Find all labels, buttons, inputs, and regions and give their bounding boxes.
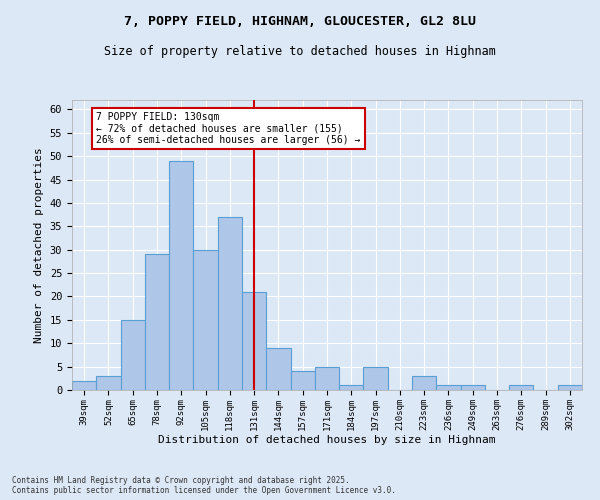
Bar [558, 386, 582, 390]
Bar [290, 372, 315, 390]
Bar [266, 348, 290, 390]
Bar [218, 217, 242, 390]
Text: 7, POPPY FIELD, HIGHNAM, GLOUCESTER, GL2 8LU: 7, POPPY FIELD, HIGHNAM, GLOUCESTER, GL2… [124, 15, 476, 28]
Bar [145, 254, 169, 390]
Bar [121, 320, 145, 390]
Y-axis label: Number of detached properties: Number of detached properties [34, 147, 44, 343]
Bar [169, 161, 193, 390]
Bar [315, 366, 339, 390]
Bar [193, 250, 218, 390]
Bar [412, 376, 436, 390]
Text: Contains HM Land Registry data © Crown copyright and database right 2025.
Contai: Contains HM Land Registry data © Crown c… [12, 476, 396, 495]
Bar [242, 292, 266, 390]
Bar [72, 380, 96, 390]
Bar [96, 376, 121, 390]
Bar [339, 386, 364, 390]
X-axis label: Distribution of detached houses by size in Highnam: Distribution of detached houses by size … [158, 436, 496, 446]
Text: 7 POPPY FIELD: 130sqm
← 72% of detached houses are smaller (155)
26% of semi-det: 7 POPPY FIELD: 130sqm ← 72% of detached … [96, 112, 361, 145]
Bar [364, 366, 388, 390]
Bar [436, 386, 461, 390]
Bar [461, 386, 485, 390]
Text: Size of property relative to detached houses in Highnam: Size of property relative to detached ho… [104, 45, 496, 58]
Bar [509, 386, 533, 390]
